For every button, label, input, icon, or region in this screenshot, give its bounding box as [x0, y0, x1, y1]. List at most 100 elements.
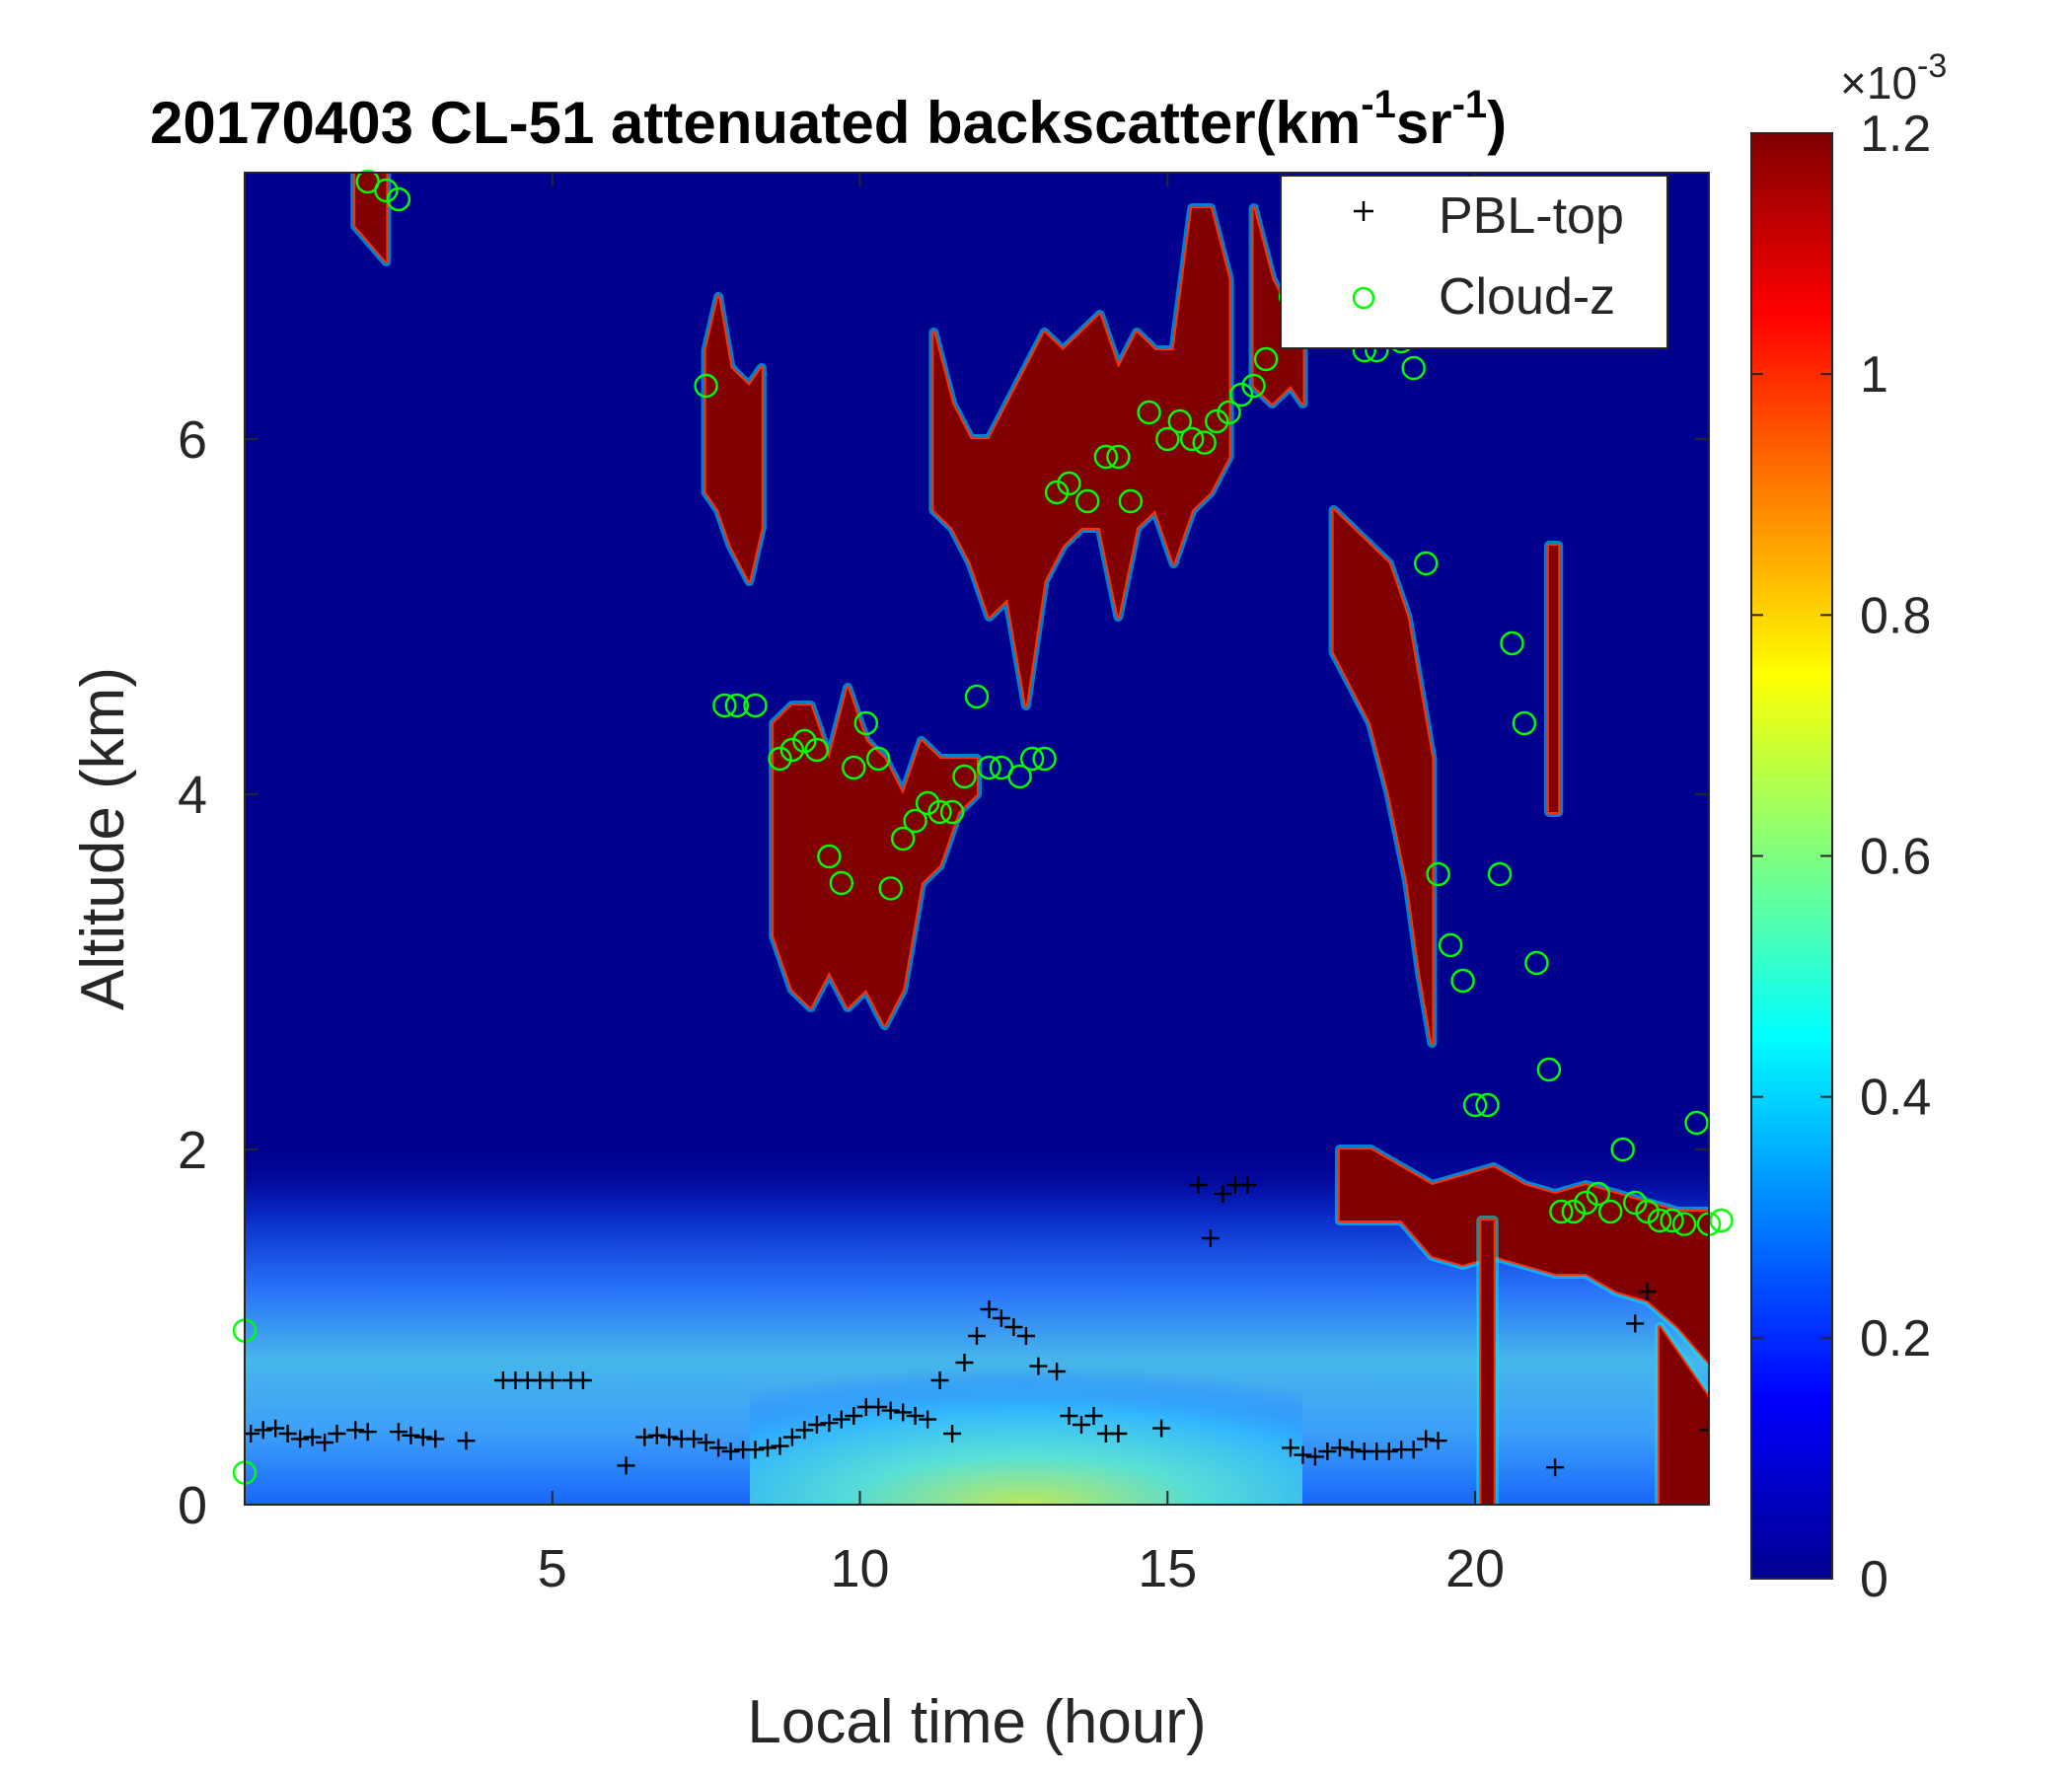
pbl-top-point	[943, 1425, 962, 1443]
pbl-top-point	[1060, 1407, 1078, 1425]
pbl-top-point	[660, 1428, 679, 1446]
colorbar-tick-label: 0.8	[1860, 587, 1931, 644]
cloud-z-point	[842, 755, 866, 780]
plot-frame	[244, 172, 1710, 1506]
cloud-z-point	[1019, 746, 1045, 772]
cloud-z-point	[1228, 382, 1254, 407]
cloud-z-point	[386, 186, 411, 212]
chart-title: 20170403 CL-51 attenuated backscatter(km…	[150, 83, 1507, 156]
pbl-top-point	[358, 1423, 377, 1442]
pbl-top-point	[709, 1439, 728, 1457]
pbl-top-markers	[245, 1176, 1709, 1477]
pbl-top-point	[266, 1419, 285, 1438]
cloud-z-point	[374, 178, 399, 203]
cloud-z-point	[1179, 426, 1205, 452]
pbl-top-point	[992, 1309, 1010, 1327]
pbl-top-point	[721, 1443, 740, 1460]
pbl-top-point	[1429, 1432, 1447, 1450]
cloud-z-point	[1597, 1199, 1623, 1224]
x-tick-label: 5	[538, 1539, 567, 1598]
pbl-top-point	[955, 1354, 974, 1371]
y-tick-label: 4	[178, 766, 207, 825]
cloud-z-point	[1118, 488, 1144, 514]
pbl-top-point	[782, 1428, 801, 1446]
legend-label-pbl-top: PBL-top	[1439, 187, 1624, 245]
cloud-z-point	[878, 876, 903, 901]
cloud-z-point	[694, 373, 718, 399]
pbl-top-point	[1638, 1283, 1657, 1300]
cloud-z-point	[915, 790, 940, 816]
x-tick-label: 15	[1138, 1539, 1197, 1598]
cloud-z-point	[1524, 950, 1549, 976]
pbl-top-point	[635, 1428, 654, 1446]
pbl-top-point	[647, 1426, 666, 1444]
cloud-z-point	[1401, 355, 1426, 381]
colorbar-gradient	[1750, 132, 1833, 1580]
pbl-top-point	[881, 1401, 900, 1420]
pbl-top-point	[845, 1407, 863, 1425]
legend: PBL-top Cloud-z	[1280, 175, 1668, 349]
cloud-z-point	[1586, 1181, 1611, 1207]
cloud-z-point	[927, 799, 952, 825]
legend-entry-pbl-top: PBL-top	[1354, 187, 1624, 245]
cloud-layer-1	[705, 297, 762, 581]
cloud-layer-3	[933, 208, 1229, 705]
cloud-layer-4	[1253, 208, 1303, 404]
pbl-top-point	[869, 1398, 888, 1416]
cloud-z-point	[964, 684, 990, 709]
legend-entry-cloud-z: Cloud-z	[1352, 268, 1615, 326]
cloud-z-point	[817, 844, 842, 869]
colorbar-tick-label: 0.4	[1860, 1070, 1931, 1127]
pbl-top-point	[1029, 1357, 1048, 1375]
pbl-top-point	[402, 1426, 420, 1444]
cloud-z-point	[1044, 480, 1070, 505]
pbl-top-point	[1109, 1425, 1128, 1443]
cloud-z-point	[1093, 444, 1119, 470]
legend-label-cloud-z: Cloud-z	[1439, 268, 1615, 326]
cloud-z-point	[1450, 968, 1475, 994]
colorbar-tick-label: 1	[1860, 346, 1888, 404]
cloud-z-point	[1413, 551, 1439, 576]
pbl-top-point	[1073, 1416, 1090, 1434]
pbl-top-point	[1152, 1419, 1171, 1438]
pbl-top-point	[316, 1434, 334, 1451]
pbl-top-point	[1016, 1327, 1035, 1345]
cloud-z-point	[952, 764, 977, 789]
pbl-top-point	[1546, 1458, 1565, 1477]
colorbar-exponent: ×10-3	[1840, 47, 1947, 109]
cloud-z-point	[1671, 1212, 1697, 1236]
pbl-top-point	[254, 1421, 272, 1440]
cloud-z-point	[1438, 932, 1463, 958]
pbl-top-point	[1417, 1430, 1436, 1448]
pbl-top-point	[820, 1414, 839, 1433]
cloud-z-markers	[232, 169, 1734, 1485]
colorbar-tick-label: 0.6	[1860, 829, 1931, 886]
pbl-top-point	[1189, 1176, 1208, 1194]
cloud-z-point	[743, 693, 768, 718]
pbl-top-point	[1330, 1439, 1349, 1457]
y-tick-label: 6	[178, 410, 207, 470]
colorbar-tick-label: 0	[1860, 1551, 1888, 1608]
pbl-top-point	[1084, 1407, 1103, 1425]
aerosol-maximum	[750, 1352, 1302, 1505]
cloud-z-point	[1660, 1208, 1684, 1233]
pbl-top-point	[346, 1421, 365, 1440]
pbl-top-point	[906, 1407, 925, 1425]
cloud-z-point	[1167, 408, 1193, 434]
cloud-z-point	[1500, 630, 1524, 656]
cloud-z-point	[804, 737, 830, 763]
pbl-top-point	[746, 1441, 765, 1459]
pbl-top-point	[617, 1456, 635, 1475]
cloud-z-point	[1426, 861, 1450, 887]
pbl-top-point	[771, 1437, 789, 1455]
cloud-z-point	[1475, 1092, 1500, 1118]
cloud-z-point	[1253, 346, 1279, 372]
pbl-top-point	[278, 1425, 297, 1443]
x-tick-label: 10	[830, 1539, 889, 1598]
pbl-top-point	[389, 1423, 407, 1442]
cloud-z-point	[1032, 746, 1057, 772]
cloud-z-point	[1536, 1057, 1562, 1082]
x-tick-label: 20	[1445, 1539, 1505, 1598]
cloud-z-point	[1684, 1110, 1709, 1136]
